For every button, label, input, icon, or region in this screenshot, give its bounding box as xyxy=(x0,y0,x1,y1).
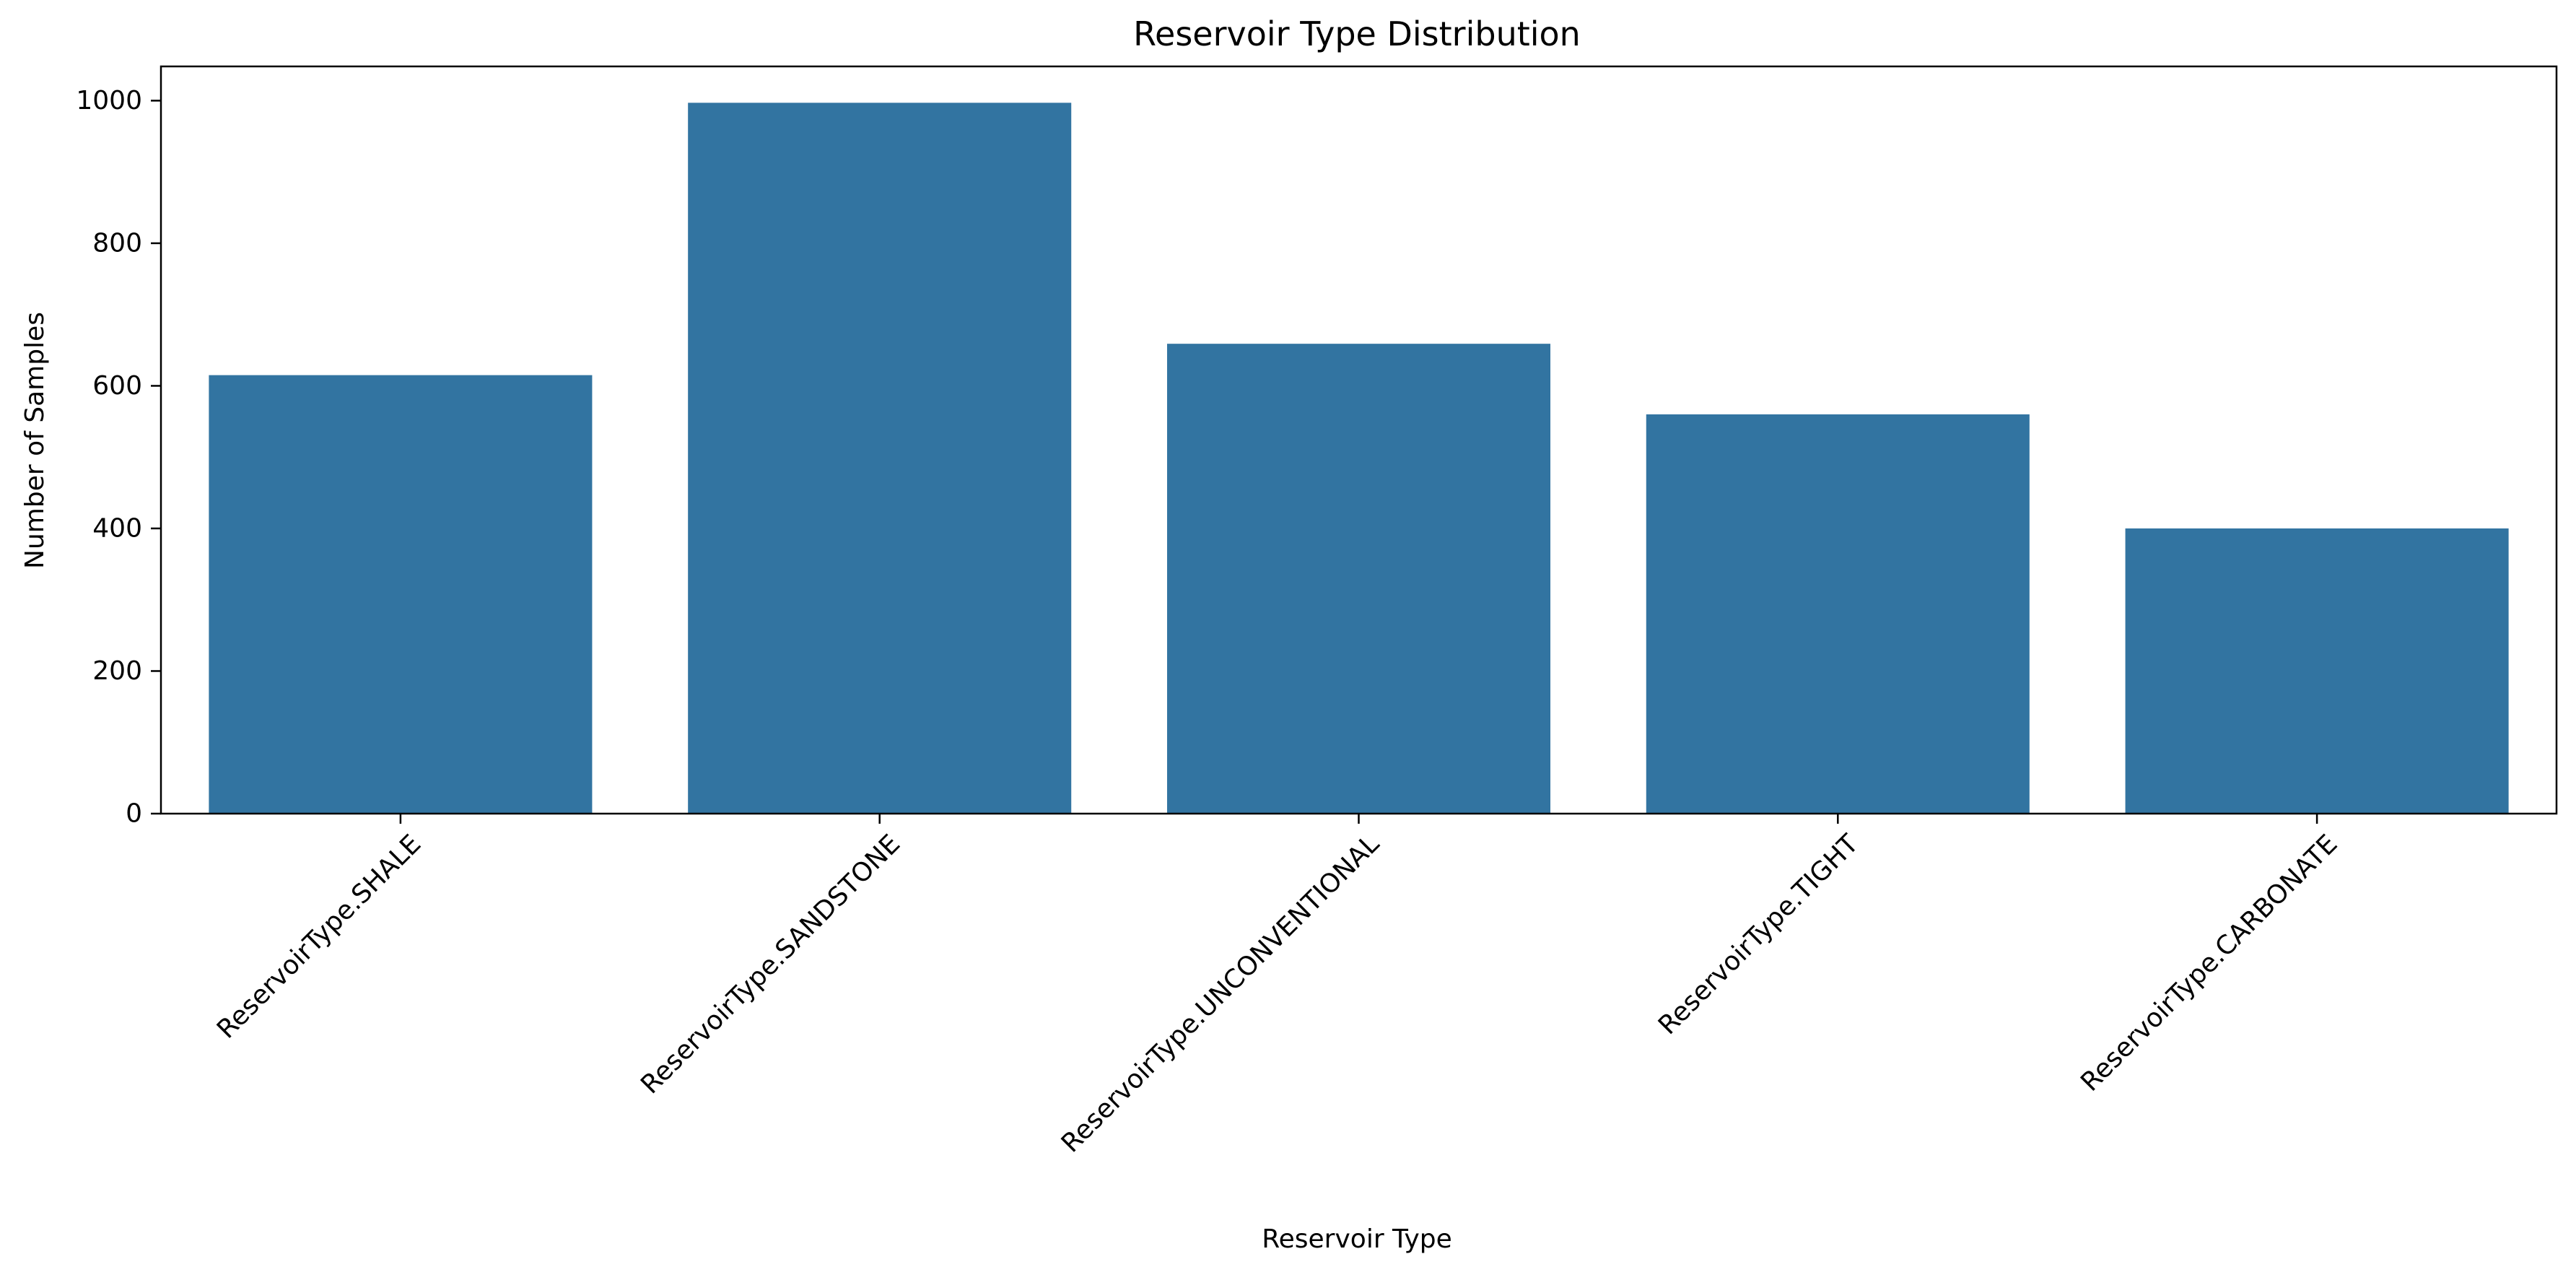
y-tick-label: 600 xyxy=(92,371,142,401)
y-tick-label: 0 xyxy=(126,799,142,829)
bar xyxy=(688,103,1072,814)
bar xyxy=(209,375,593,814)
bar xyxy=(1646,414,2030,814)
y-tick-label: 400 xyxy=(92,513,142,543)
y-axis-label: Number of Samples xyxy=(20,312,50,569)
bar xyxy=(2125,528,2509,814)
y-tick-label: 200 xyxy=(92,656,142,686)
plot-area-frame xyxy=(160,65,2558,815)
bar xyxy=(1166,344,1551,814)
chart-title: Reservoir Type Distribution xyxy=(1133,14,1581,53)
y-axis-ticks: 0 200 400 600 800 1000 xyxy=(76,86,161,829)
bars-layer xyxy=(209,103,2509,814)
y-tick-label: 800 xyxy=(92,228,142,258)
x-axis-label: Reservoir Type xyxy=(1262,1224,1452,1254)
y-tick-label: 1000 xyxy=(76,86,142,116)
